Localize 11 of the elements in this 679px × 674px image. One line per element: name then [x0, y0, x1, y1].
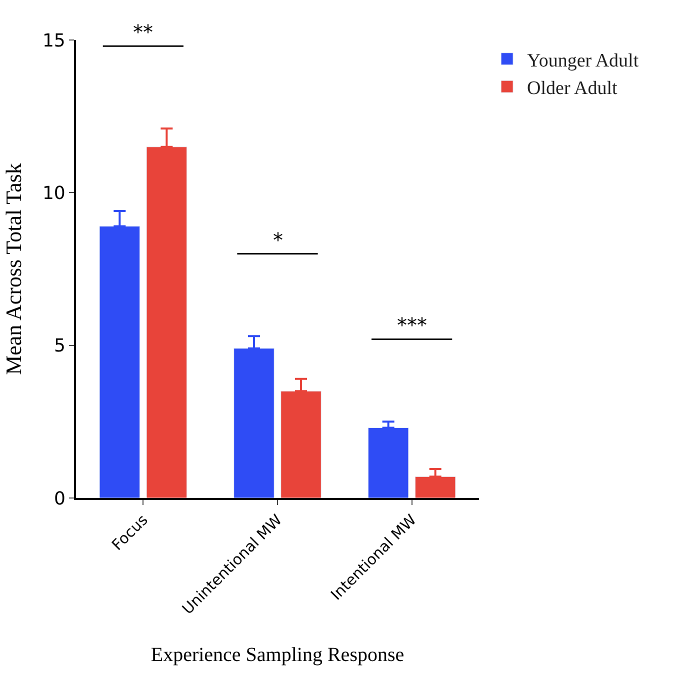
annotation: ***	[397, 313, 427, 337]
y-tick-label: 5	[54, 336, 66, 357]
legend-label: Younger Adult	[527, 50, 640, 72]
y-axis-title: Mean Across Total Task	[0, 163, 26, 375]
annotation: **	[133, 20, 153, 44]
x-axis-title: Experience Sampling Response	[150, 644, 404, 666]
legend-label: Older Adult	[527, 78, 618, 99]
y-tick-label: 10	[42, 182, 66, 204]
y-tick-label: 0	[54, 488, 66, 510]
annotation: *	[273, 228, 283, 252]
y-tick-label: 15	[42, 30, 66, 52]
